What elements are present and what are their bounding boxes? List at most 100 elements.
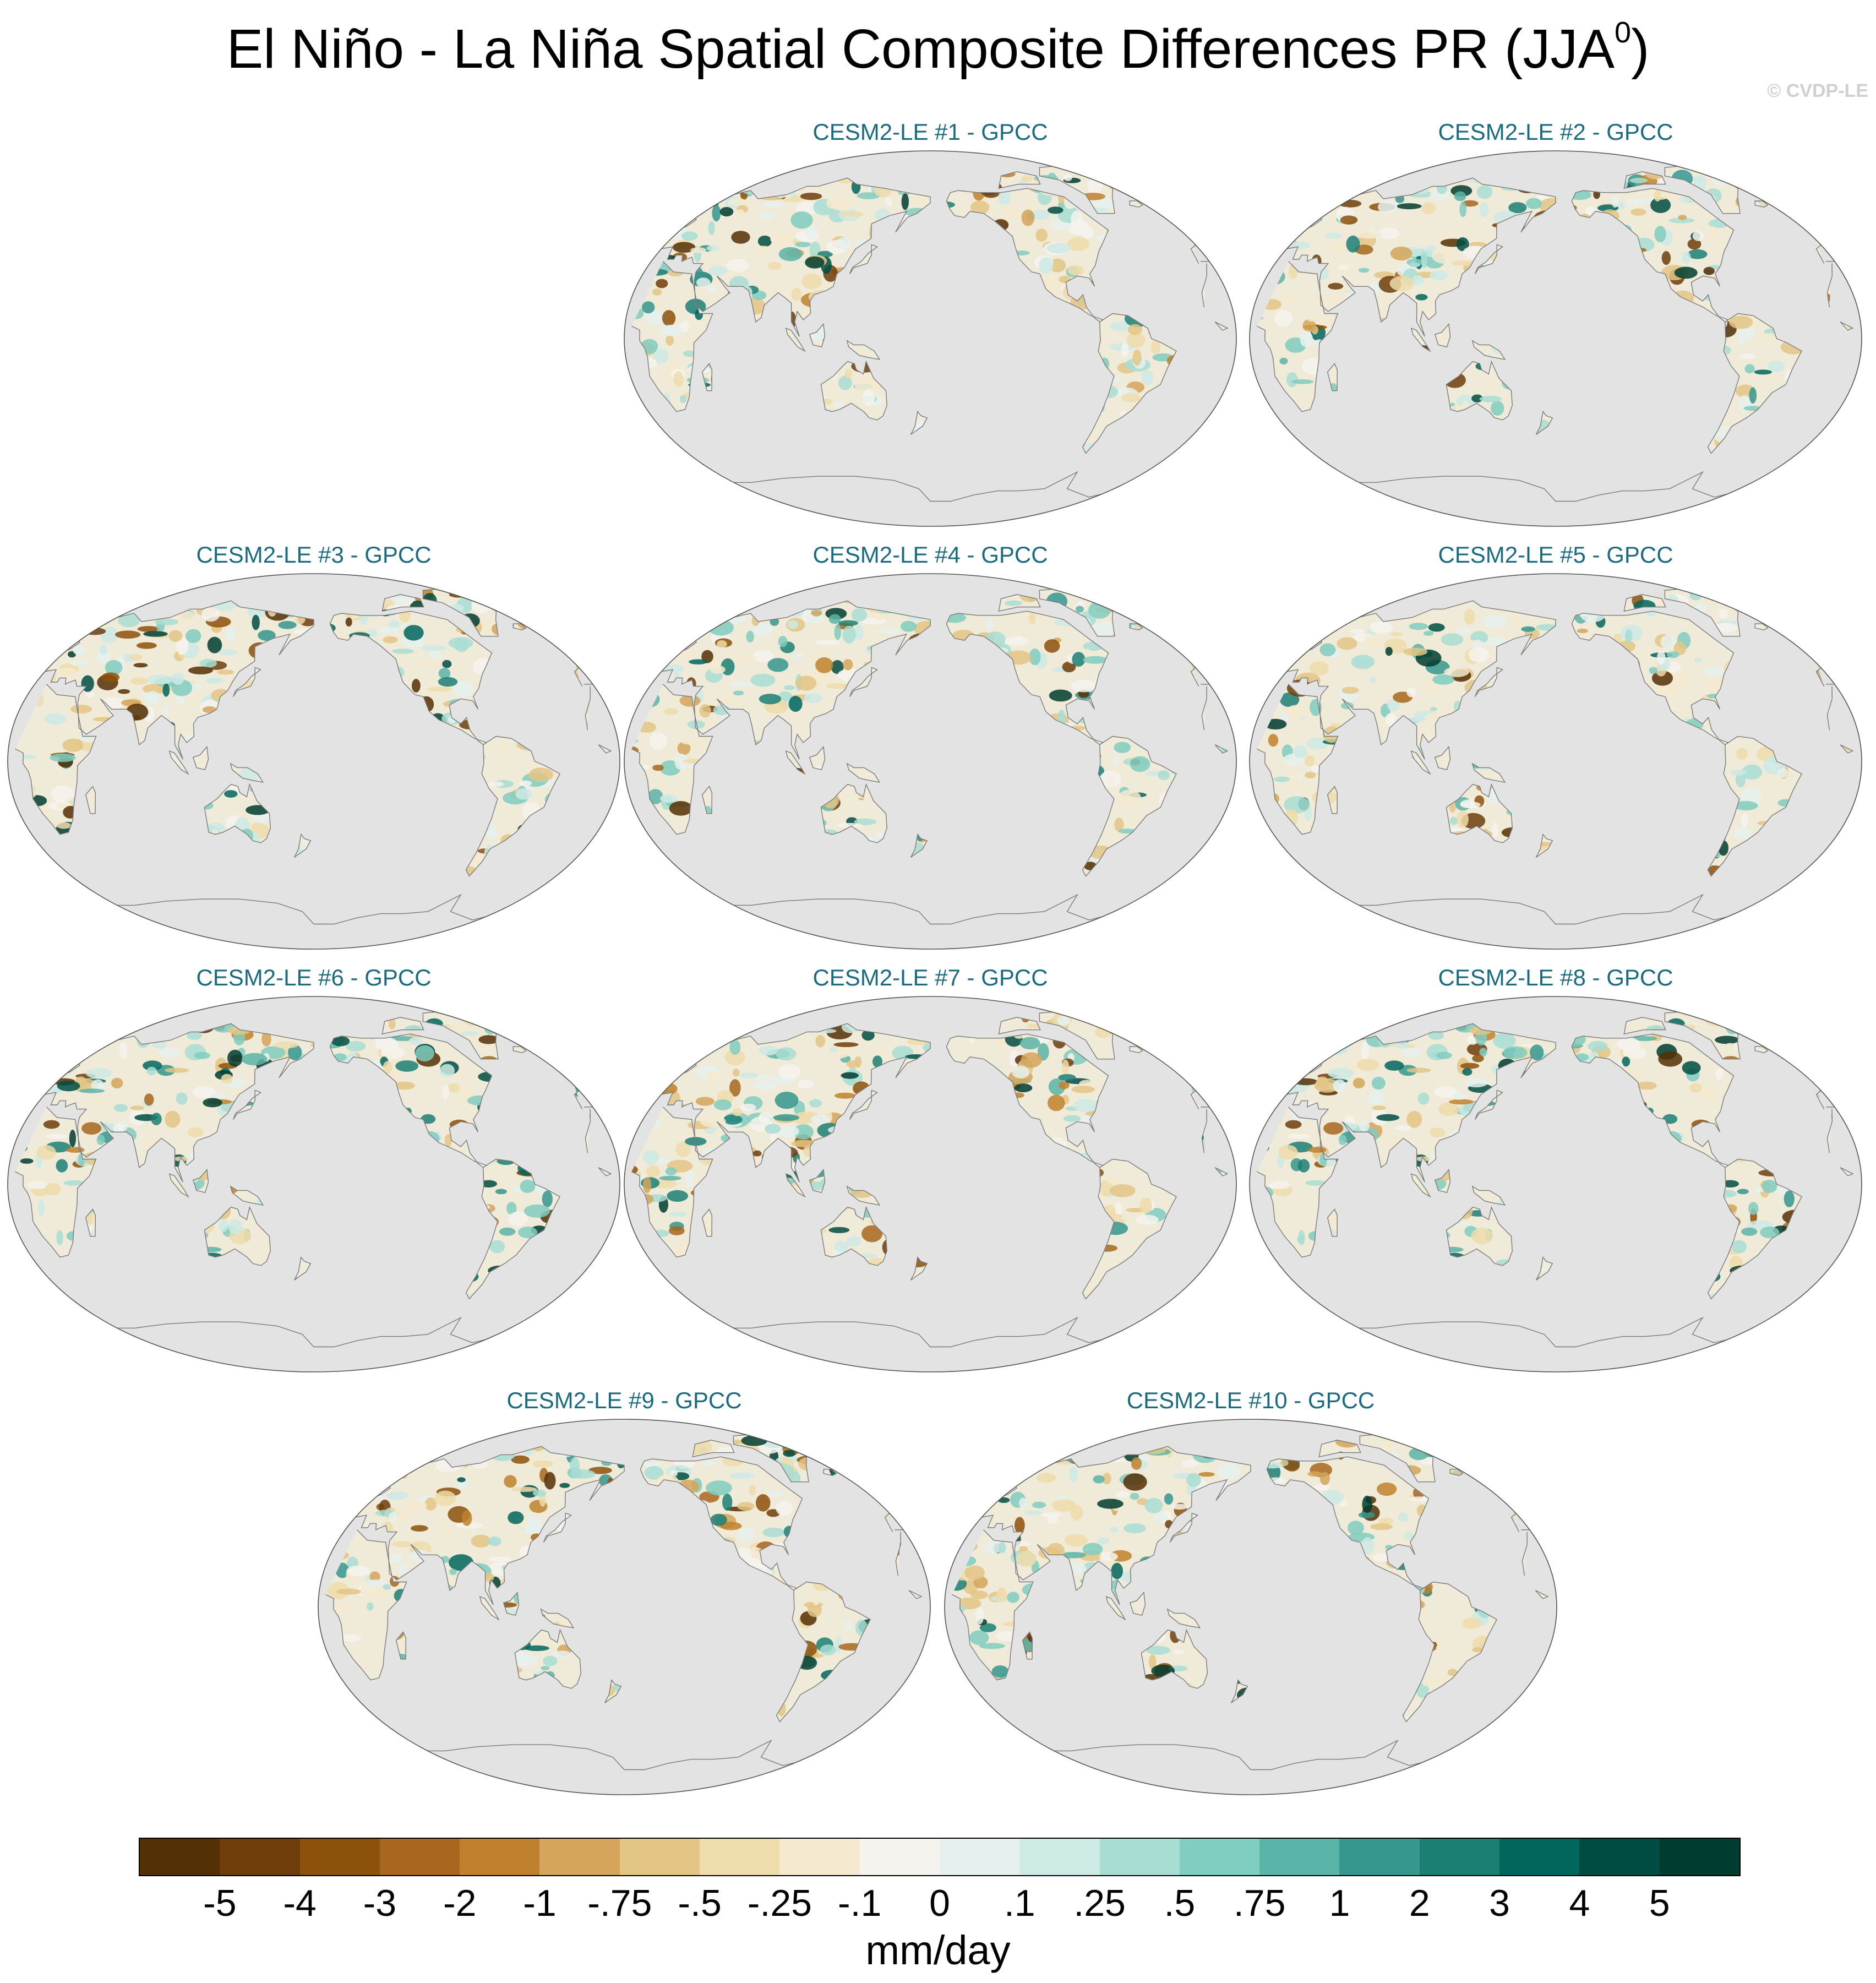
landmass-africa: [1257, 1107, 1853, 1257]
precip-anomaly-cell: [61, 876, 74, 886]
precip-anomaly-cell: [1530, 1044, 1544, 1060]
precip-anomaly-cell: [1294, 1078, 1318, 1086]
precip-anomaly-cell: [727, 259, 749, 272]
precip-anomaly-cell: [494, 1021, 512, 1033]
precip-anomaly-cell: [499, 740, 508, 756]
precip-anomaly-cell: [1651, 671, 1673, 686]
precip-anomaly-cell: [241, 1053, 268, 1066]
precip-anomaly-cell: [851, 608, 868, 622]
coastline-canadaisles: [1623, 1017, 1666, 1035]
precip-anomaly-cell: [1719, 609, 1728, 619]
map-panel-9: CESM2-LE #9 - GPCC: [316, 1384, 932, 1802]
precip-anomaly-cell: [833, 1042, 859, 1047]
precip-anomaly-cell: [1286, 1134, 1310, 1139]
precip-anomaly-cell: [1459, 201, 1466, 217]
precip-anomaly-cell: [765, 1124, 781, 1134]
precip-anomaly-cell: [73, 645, 85, 655]
precip-anomaly-cell: [519, 780, 532, 787]
precip-anomaly-cell: [395, 1060, 419, 1072]
precip-anomaly-cell: [390, 1036, 416, 1041]
precip-anomaly-cell: [1429, 270, 1448, 281]
coastline-africa: [1257, 684, 1854, 835]
precip-anomaly-cell: [1278, 1145, 1298, 1160]
precip-anomaly-cell: [706, 245, 720, 251]
landmass-namerica: [946, 611, 1109, 745]
coastline-antarctica: [99, 1316, 526, 1348]
map-panel-3: CESM2-LE #3 - GPCC: [6, 538, 622, 957]
coastline-iceland: [1754, 200, 1769, 208]
precip-anomaly-cell: [778, 247, 803, 262]
precip-anomaly-cell: [1046, 243, 1071, 254]
precip-anomaly-cell: [1337, 637, 1357, 650]
precip-anomaly-cell: [56, 1159, 68, 1173]
precip-anomaly-cell: [146, 674, 173, 684]
precip-anomaly-cell: [646, 1165, 661, 1178]
precip-anomaly-cell: [369, 1571, 380, 1582]
coastline-japan: [849, 667, 879, 697]
precip-anomaly-cell: [1777, 767, 1788, 778]
precip-anomaly-cell: [1073, 1099, 1098, 1112]
precip-anomaly-cell: [1454, 191, 1466, 201]
coastline-madagascar: [701, 1208, 713, 1237]
coastline-madagascar: [1327, 786, 1338, 814]
precip-anomaly-cell: [336, 1588, 362, 1595]
precip-anomaly-cell: [1673, 641, 1687, 655]
precip-anomaly-cell: [1744, 364, 1755, 374]
precip-anomaly-cell: [165, 1067, 189, 1073]
precip-anomaly-cell: [783, 1450, 796, 1457]
precip-anomaly-cell: [1460, 1063, 1480, 1069]
precip-anomaly-cell: [739, 1072, 759, 1078]
precip-anomaly-cell: [805, 226, 818, 239]
precip-anomaly-cell: [449, 1568, 457, 1575]
precip-anomaly-cell: [846, 1236, 861, 1246]
landmass-newguinea: [847, 763, 880, 782]
coastline-samerica: [1707, 1158, 1802, 1300]
precip-anomaly-cell: [788, 696, 803, 712]
precip-anomaly-cell: [188, 666, 213, 674]
precip-anomaly-cell: [461, 1510, 472, 1526]
precip-anomaly-cell: [1333, 1079, 1346, 1093]
precip-anomaly-cell: [119, 1042, 128, 1059]
landmass-borneo: [1435, 747, 1450, 770]
precip-anomaly-cell: [512, 614, 526, 619]
precip-anomaly-cell: [176, 638, 189, 655]
precip-anomaly-cell: [1703, 666, 1725, 678]
precip-anomaly-cell: [828, 1227, 850, 1233]
precip-anomaly-cell: [900, 620, 917, 632]
precip-anomaly-cell: [403, 625, 424, 641]
precip-anomaly-cell: [660, 324, 682, 336]
precip-anomaly-cell: [533, 1489, 547, 1497]
coastline-sumatra: [1410, 750, 1431, 775]
precip-anomaly-cell: [113, 1104, 128, 1112]
precip-anomaly-cell: [1308, 1147, 1327, 1153]
precip-anomaly-cell: [56, 1230, 63, 1245]
landmass-newguinea: [1472, 1186, 1505, 1205]
precip-anomaly-cell: [1132, 349, 1142, 366]
coastline-japan: [1474, 667, 1504, 697]
precip-anomaly-cell: [1725, 1018, 1739, 1034]
precip-anomaly-cell: [452, 1437, 470, 1446]
precip-anomaly-cell: [767, 262, 782, 270]
precip-anomaly-cell: [1063, 174, 1072, 181]
panel-title: CESM2-LE #2 - GPCC: [1438, 119, 1673, 145]
precip-anomaly-cell: [683, 350, 696, 357]
precip-anomaly-cell: [1437, 230, 1453, 236]
coastline-newzealand: [910, 410, 928, 435]
precip-anomaly-cell: [787, 620, 798, 629]
precip-anomaly-cell: [1397, 203, 1422, 210]
precip-anomaly-cell: [826, 683, 851, 689]
coastline-africa: [15, 1107, 612, 1258]
precip-anomaly-cell: [162, 683, 170, 697]
precip-anomaly-cell: [1327, 1067, 1354, 1079]
precip-anomaly-cell: [1141, 370, 1154, 385]
precip-anomaly-cell: [665, 1167, 677, 1175]
precip-anomaly-cell: [1130, 756, 1150, 772]
precip-anomaly-cell: [807, 1603, 822, 1617]
coastline-namerica: [1571, 1033, 1735, 1168]
coastline-japan: [849, 244, 879, 274]
coastline-namerica: [1571, 611, 1735, 745]
landmass-sumatra: [479, 1597, 499, 1620]
precip-anomaly-cell: [1611, 195, 1619, 208]
coastline-samerica: [465, 1158, 560, 1300]
precip-anomaly-cell: [759, 1045, 778, 1056]
